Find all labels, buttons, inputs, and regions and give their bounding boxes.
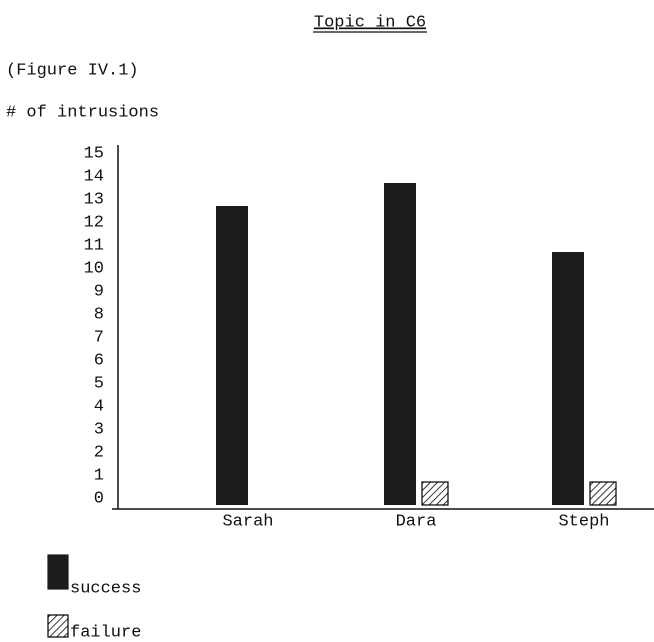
legend-swatch [47, 554, 69, 590]
y-tick-label: 13 [84, 190, 104, 209]
y-tick-label: 6 [94, 351, 104, 370]
y-tick-label: 1 [94, 466, 104, 485]
y-tick-label: 10 [84, 259, 104, 278]
y-axis-label: # of intrusions [6, 103, 159, 122]
y-tick-label: 12 [84, 213, 104, 232]
y-tick-label: 0 [94, 489, 104, 508]
legend-label: success [70, 579, 141, 598]
chart-subtitle: (Figure IV.1) [6, 61, 139, 80]
bar [589, 481, 617, 506]
y-tick-label: 9 [94, 282, 104, 301]
x-tick-label: Dara [396, 512, 437, 531]
bar [216, 206, 248, 505]
bar [384, 183, 416, 505]
bar [421, 481, 449, 506]
x-tick-label: Sarah [222, 512, 273, 531]
y-tick-label: 4 [94, 397, 104, 416]
legend-swatch [47, 614, 69, 638]
y-tick-label: 5 [94, 374, 104, 393]
legend-label: failure [70, 623, 141, 642]
y-tick-label: 14 [84, 167, 104, 186]
y-tick-label: 8 [94, 305, 104, 324]
x-tick-label: Steph [558, 512, 609, 531]
y-tick-label: 2 [94, 443, 104, 462]
bar [552, 252, 584, 505]
chart-title: Topic in C6 [314, 13, 426, 32]
y-tick-label: 15 [84, 144, 104, 163]
y-tick-label: 11 [84, 236, 104, 255]
y-tick-label: 3 [94, 420, 104, 439]
y-tick-label: 7 [94, 328, 104, 347]
